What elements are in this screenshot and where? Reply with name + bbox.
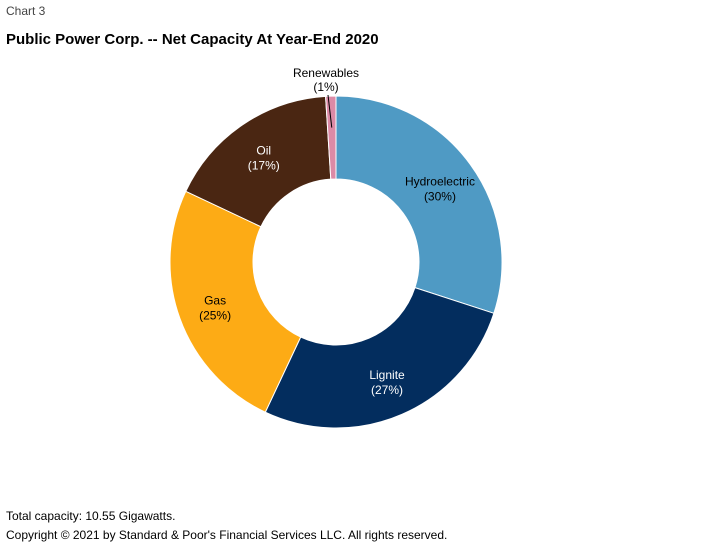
- slice-renewables: [325, 95, 337, 180]
- label-renewables: Renewables: [293, 66, 359, 80]
- slice-hydroelectric: [335, 95, 503, 314]
- slice-oil: [185, 95, 332, 228]
- label-gas: Gas: [204, 294, 226, 308]
- copyright-notice: Copyright © 2021 by Standard & Poor's Fi…: [6, 528, 448, 542]
- chart-title: Public Power Corp. -- Net Capacity At Ye…: [6, 31, 379, 48]
- slice-lignite: [264, 287, 495, 429]
- slice-gas: [169, 190, 302, 413]
- leader-line-renewables: [327, 94, 333, 128]
- value-label-renewables: (1%): [313, 80, 338, 94]
- chart-number: Chart 3: [6, 4, 46, 18]
- value-label-hydroelectric: (30%): [424, 189, 456, 203]
- label-hydroelectric: Hydroelectric: [405, 174, 475, 188]
- value-label-oil: (17%): [248, 159, 280, 173]
- value-label-gas: (25%): [199, 309, 231, 323]
- label-lignite: Lignite: [369, 368, 405, 382]
- value-label-lignite: (27%): [371, 383, 403, 397]
- total-capacity-note: Total capacity: 10.55 Gigawatts.: [6, 509, 176, 523]
- label-oil: Oil: [256, 144, 271, 158]
